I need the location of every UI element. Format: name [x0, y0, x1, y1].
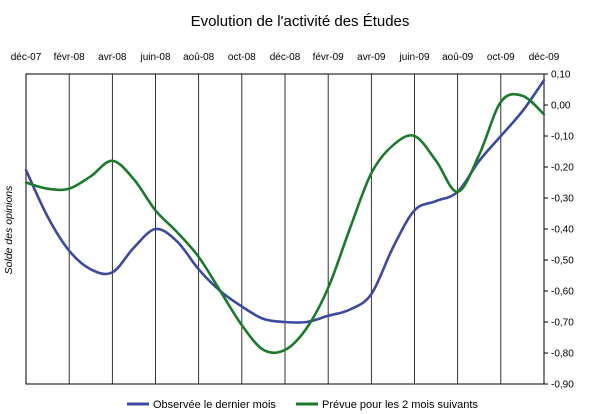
- x-tick-label: déc-09: [529, 52, 560, 63]
- legend-label-forecast: Prévue pour les 2 mois suivants: [322, 399, 478, 411]
- x-tick-label: aoû-08: [183, 52, 215, 63]
- y-tick-label: -0,90: [551, 380, 574, 391]
- y-tick-label: -0,60: [551, 287, 574, 298]
- x-axis-ticks: déc-07 févr-08 avr-08 juin-08 aoû-08 oct-08 dé…: [11, 52, 560, 63]
- y-tick-label: -0,10: [551, 132, 574, 143]
- x-tick-label: déc-07: [11, 52, 42, 63]
- x-tick-label: févr-08: [54, 52, 86, 63]
- legend-label-observed: Observée le dernier mois: [153, 399, 276, 411]
- y-tick-label: -0,50: [551, 256, 574, 267]
- x-tick-label: oct-09: [487, 52, 515, 63]
- chart-title: Evolution de l'activité des Études: [191, 13, 410, 30]
- y-axis-label: Solde des opinions: [3, 185, 15, 274]
- y-tick-label: -0,20: [551, 163, 574, 174]
- y-tick-label: -0,80: [551, 349, 574, 360]
- y-tick-label: 0,00: [551, 101, 571, 112]
- y-axis-ticks: 0,10 0,00 -0,10 -0,20 -0,30 -0,40 -0,50 -0,60 -0…: [544, 70, 574, 391]
- y-tick-label: 0,10: [551, 70, 571, 81]
- x-tick-label: déc-08: [270, 52, 301, 63]
- x-tick-label: juin-09: [398, 52, 429, 63]
- x-gridlines: [68, 74, 502, 384]
- y-tick-label: -0,40: [551, 225, 574, 236]
- x-tick-label: avr-08: [98, 52, 127, 63]
- x-tick-label: avr-09: [357, 52, 386, 63]
- x-tick-label: juin-08: [139, 52, 170, 63]
- x-tick-label: oct-08: [228, 52, 256, 63]
- x-tick-label: févr-09: [313, 52, 345, 63]
- legend: Observée le dernier mois Prévue pour les…: [127, 399, 478, 411]
- series-lines: [24, 78, 546, 355]
- y-tick-label: -0,70: [551, 318, 574, 329]
- x-tick-label: aoû-09: [442, 52, 474, 63]
- y-tick-label: -0,30: [551, 194, 574, 205]
- series-line-forecast: [24, 92, 546, 355]
